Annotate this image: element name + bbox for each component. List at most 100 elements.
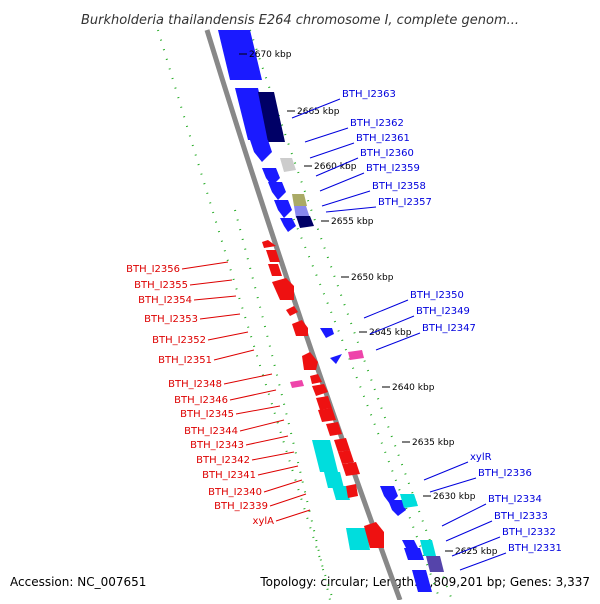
feature-rna-cyan-rev-2 — [324, 472, 344, 488]
feature-bth-i2351 — [292, 320, 308, 336]
gc-dots-inner-right — [289, 209, 441, 601]
feature-fwd-block-9 — [404, 548, 424, 560]
feature-bth-i2339 — [342, 462, 360, 476]
reverse-gene-label-15: xylA — [253, 516, 275, 527]
reverse-label-line-15 — [275, 509, 311, 522]
forward-gene-label-10: xylR — [470, 452, 492, 463]
feature-bth-i2347 — [330, 354, 342, 364]
forward-label-line-3 — [315, 157, 359, 177]
tick-2640-kbp-label: 2640 kbp — [392, 383, 435, 393]
reverse-label-line-10 — [245, 435, 289, 446]
feature-misc-magenta-1 — [348, 350, 364, 360]
feature-rna-cyan-fwd — [400, 494, 418, 508]
feature-fwd-block-2 — [235, 88, 270, 140]
reverse-gene-label-0: BTH_I2356 — [126, 264, 180, 275]
feature-fwd-arrow-5 — [268, 182, 286, 200]
forward-gene-label-1: BTH_I2362 — [350, 118, 404, 129]
backbone-line — [204, 29, 403, 601]
reverse-label-line-12 — [257, 465, 299, 476]
reverse-gene-label-4: BTH_I2352 — [152, 335, 206, 346]
forward-label-line-5 — [321, 190, 371, 207]
feature-fwd-arrow-7 — [280, 218, 296, 232]
feature-bth-i2356 — [262, 240, 276, 248]
feature-bth-i2341 — [334, 438, 350, 452]
map-title: Burkholderia thailandensis E264 chromoso… — [81, 13, 519, 28]
feature-rna-cyan-rev-3 — [332, 486, 350, 500]
feature-bth-i2340 — [338, 450, 354, 464]
reverse-label-line-4 — [207, 331, 249, 341]
reverse-label-line-8 — [235, 405, 281, 415]
forward-gene-label-4: BTH_I2359 — [366, 163, 420, 174]
reverse-label-line-1 — [189, 279, 233, 286]
reverse-gene-label-8: BTH_I2345 — [180, 409, 234, 420]
feature-bth-i2349 — [320, 328, 334, 338]
tick-2655-kbp-label: 2655 kbp — [331, 217, 374, 227]
forward-gene-label-15: BTH_I2331 — [508, 543, 562, 554]
feature-fwd-dark-2 — [296, 216, 314, 228]
reverse-gene-label-12: BTH_I2341 — [202, 470, 256, 481]
feature-bth-i2352 — [286, 306, 298, 316]
reverse-gene-label-10: BTH_I2343 — [190, 440, 244, 451]
tick-2635-kbp-label: 2635 kbp — [412, 438, 455, 448]
forward-label-line-10 — [423, 461, 469, 481]
feature-bth-i2348 — [302, 352, 318, 370]
feature-bth-i2355 — [266, 250, 280, 262]
feature-rna-cyan-rev-1 — [312, 440, 338, 472]
reverse-label-line-14 — [269, 493, 307, 507]
forward-label-line-15 — [459, 552, 507, 571]
forward-gene-label-3: BTH_I2360 — [360, 148, 414, 159]
reverse-label-line-2 — [193, 295, 237, 301]
tick-2645-kbp-label: 2645 kbp — [369, 328, 412, 338]
tick-2650-kbp-label: 2650 kbp — [351, 273, 394, 283]
reverse-label-line-5 — [213, 349, 255, 361]
feature-xylr — [380, 486, 398, 504]
forward-gene-label-0: BTH_I2363 — [342, 89, 396, 100]
feature-rev-arrow-extra — [346, 484, 358, 498]
reverse-gene-label-3: BTH_I2353 — [144, 314, 198, 325]
feature-bth-i2344 — [316, 396, 332, 410]
forward-label-line-8 — [369, 315, 415, 335]
feature-bth-i2354 — [268, 264, 282, 276]
reverse-gene-label-1: BTH_I2355 — [134, 280, 188, 291]
reverse-gene-label-7: BTH_I2346 — [174, 395, 228, 406]
feature-bth-i2331 — [412, 570, 432, 592]
forward-label-line-12 — [441, 503, 487, 527]
feature-xyla — [364, 522, 384, 548]
feature-misc-purple — [426, 556, 444, 572]
forward-gene-label-9: BTH_I2347 — [422, 323, 476, 334]
forward-label-line-2 — [309, 142, 355, 159]
forward-label-line-1 — [304, 127, 349, 143]
reverse-label-line-13 — [263, 479, 303, 493]
tick-2625-kbp-label: 2625 kbp — [455, 547, 498, 557]
forward-label-line-4 — [319, 172, 365, 192]
feature-misc-olive — [292, 194, 307, 206]
forward-gene-label-7: BTH_I2350 — [410, 290, 464, 301]
feature-bth-i2342 — [326, 422, 342, 436]
feature-fwd-arrow-8 — [388, 500, 406, 516]
forward-gene-label-8: BTH_I2349 — [416, 306, 470, 317]
forward-gene-label-6: BTH_I2357 — [378, 197, 432, 208]
forward-label-line-7 — [363, 299, 409, 319]
tick-2670-kbp-label: 2670 kbp — [249, 50, 292, 60]
feature-fwd-arrow-4 — [262, 168, 280, 186]
forward-label-line-6 — [325, 206, 377, 213]
reverse-label-line-9 — [239, 419, 285, 432]
feature-rna-cyan-rev-4 — [346, 528, 370, 550]
tick-2630-kbp-label: 2630 kbp — [433, 492, 476, 502]
reverse-label-line-11 — [251, 451, 295, 461]
feature-bth-i2343 — [318, 408, 336, 422]
feature-fwd-arrow-3 — [250, 140, 272, 162]
feature-bth-i2353 — [272, 278, 294, 300]
reverse-gene-label-11: BTH_I2342 — [196, 455, 250, 466]
feature-misc-grey — [280, 158, 296, 172]
reverse-label-line-7 — [229, 389, 277, 401]
feature-rna-cyan-fwd-2 — [420, 540, 436, 556]
forward-gene-label-2: BTH_I2361 — [356, 133, 410, 144]
feature-bth-i2346 — [310, 374, 322, 384]
feature-bth-i2345 — [312, 384, 328, 396]
reverse-gene-label-2: BTH_I2354 — [138, 295, 192, 306]
forward-label-line-9 — [375, 332, 421, 351]
reverse-gene-label-6: BTH_I2348 — [168, 379, 222, 390]
